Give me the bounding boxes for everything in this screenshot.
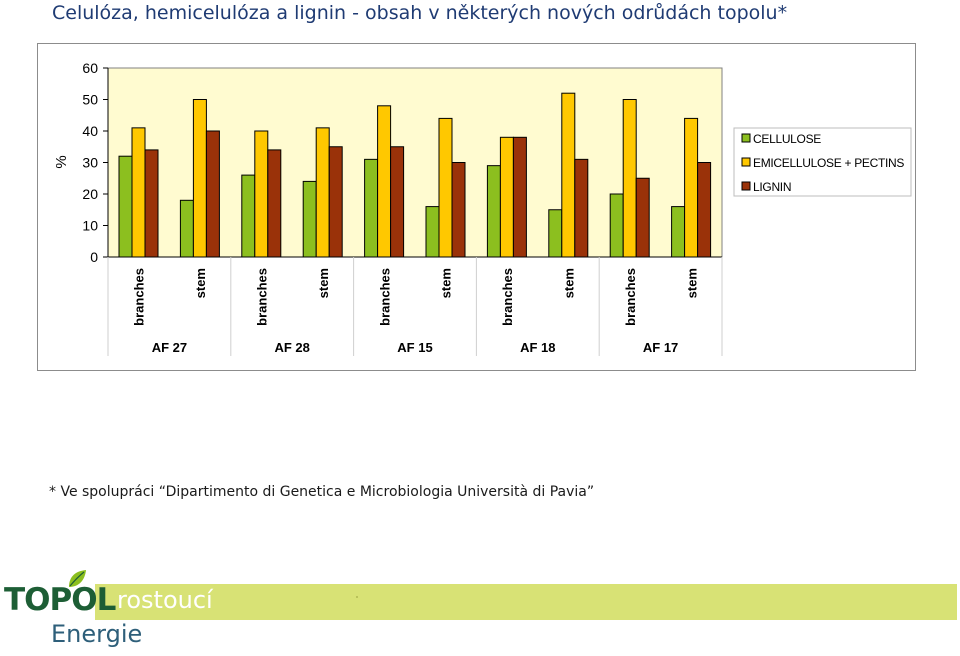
x-group-label: AF 18 — [520, 340, 555, 355]
x-category-label: stem — [684, 268, 699, 298]
plot-area: 0 10 20 30 40 50 60 branches stem branches stem bra… — [82, 60, 723, 356]
bar-1-6 — [499, 136, 514, 258]
x-category-label: branches — [377, 268, 392, 326]
topol-logo: TOPOL — [4, 566, 116, 620]
bar-2-3 — [328, 146, 343, 258]
bar-1-9 — [684, 117, 699, 258]
x-group-label: AF 17 — [643, 340, 678, 355]
x-category-label: branches — [623, 268, 638, 326]
bar-chart: 0 10 20 30 40 50 60 branches stem branches stem bra… — [53, 60, 912, 356]
x-group-label: AF 15 — [397, 340, 432, 355]
bar-2-7 — [574, 158, 589, 258]
bar-0-8 — [609, 193, 624, 258]
bar-2-8 — [635, 177, 650, 258]
bar-0-5 — [425, 206, 440, 258]
bar-1-7 — [561, 92, 576, 258]
x-category-label: stem — [193, 268, 208, 298]
legend-label: CELLULOSE — [753, 132, 821, 146]
bar-1-2 — [254, 130, 269, 258]
band-dot — [356, 596, 358, 598]
bar-0-7 — [548, 209, 563, 258]
bar-1-0 — [131, 127, 146, 258]
y-tick-label: 0 — [90, 249, 98, 265]
bar-0-3 — [302, 180, 317, 258]
legend: CELLULOSE EMICELLULOSE + PECTINS LIGNIN — [733, 127, 912, 197]
legend-box — [733, 127, 912, 197]
logo-text: TOPOL — [4, 582, 116, 618]
x-group-label: AF 28 — [274, 340, 309, 355]
y-tick-label: 30 — [82, 155, 98, 171]
bar-2-2 — [267, 149, 282, 258]
bar-2-4 — [390, 146, 405, 258]
leaf-icon — [69, 570, 86, 587]
x-category-label: stem — [316, 268, 331, 298]
bar-2-6 — [512, 136, 527, 258]
bar-0-2 — [241, 174, 256, 258]
bar-2-9 — [697, 162, 712, 258]
legend-swatch — [741, 157, 751, 167]
x-category-label: branches — [132, 268, 147, 326]
x-group-label: AF 27 — [152, 340, 187, 355]
bar-0-4 — [364, 158, 379, 258]
brand-band — [95, 584, 957, 620]
y-tick-label: 20 — [82, 186, 98, 202]
bar-0-1 — [179, 199, 194, 258]
y-tick-label: 10 — [82, 218, 98, 234]
bar-1-5 — [438, 117, 453, 258]
x-category-label: branches — [255, 268, 270, 326]
bar-2-1 — [205, 130, 220, 258]
bar-2-0 — [144, 149, 159, 258]
y-tick-label: 50 — [82, 92, 98, 108]
footnote: * Ve spolupráci “Dipartimento di Genetic… — [49, 484, 595, 500]
y-axis-label: % — [53, 155, 70, 168]
legend-swatch — [741, 181, 751, 191]
x-category-label: stem — [439, 268, 454, 298]
bar-0-9 — [671, 206, 686, 258]
y-tick-label: 40 — [82, 123, 98, 139]
x-category-label: stem — [562, 268, 577, 298]
bar-1-4 — [377, 105, 392, 258]
slide-title: Celulóza, hemicelulóza a lignin - obsah … — [52, 2, 788, 24]
x-category-label: branches — [500, 268, 515, 326]
y-tick-label: 60 — [82, 60, 98, 76]
legend-label: EMICELLULOSE + PECTINS — [753, 156, 904, 170]
bar-2-5 — [451, 162, 466, 258]
bar-1-1 — [192, 99, 207, 258]
legend-swatch — [741, 133, 751, 143]
bar-0-0 — [118, 155, 133, 258]
legend-label: LIGNIN — [753, 180, 791, 194]
bar-1-8 — [622, 99, 637, 258]
brand-subtitle-energie: Energie — [51, 620, 143, 648]
bar-0-6 — [486, 165, 501, 258]
bar-1-3 — [315, 127, 330, 258]
brand-subtitle-rostouci: rostoucí — [117, 586, 213, 614]
